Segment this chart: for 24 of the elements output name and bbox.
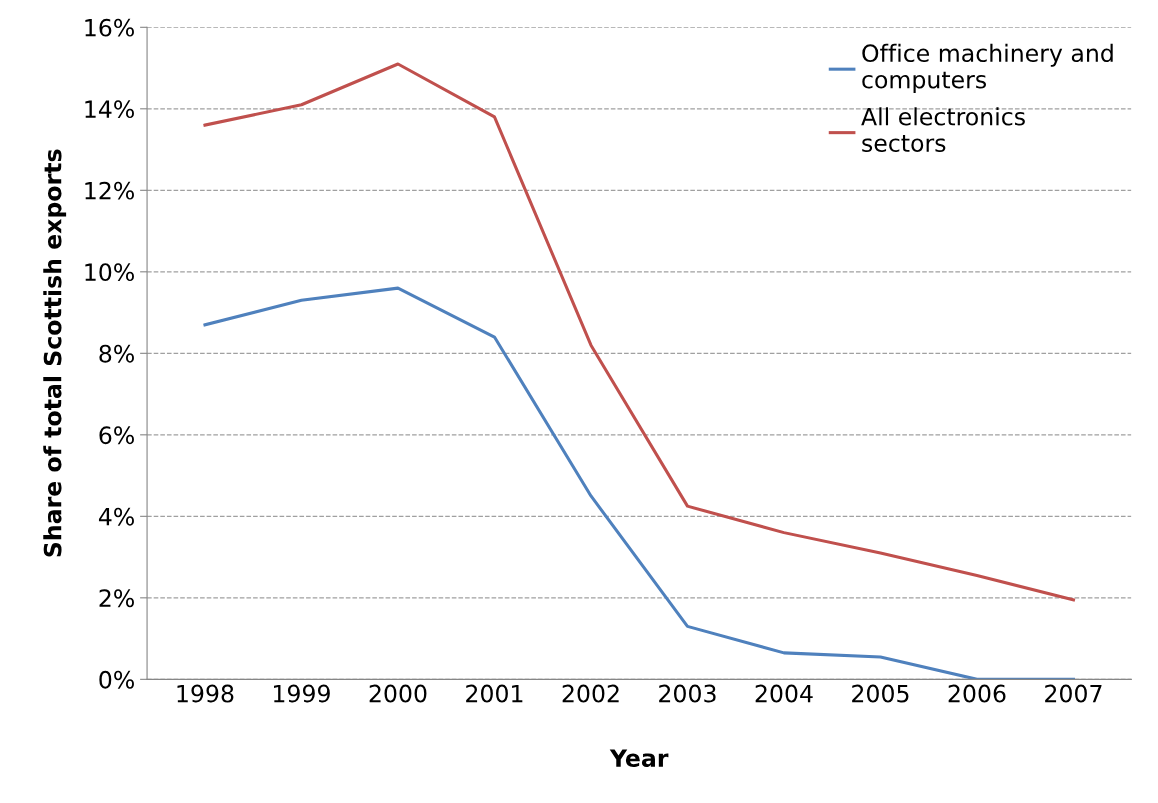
y-tick-label: 10% <box>85 263 134 282</box>
x-tick-label: 2007 <box>1045 684 1102 703</box>
x-tick-label: 2000 <box>369 684 427 703</box>
line-series <box>203 286 1075 680</box>
y-tick-label: 16% <box>85 18 134 37</box>
x-tick-label: 2002 <box>562 684 619 703</box>
y-tick-label: 12% <box>85 181 134 200</box>
y-tick-label: 2% <box>99 589 134 608</box>
x-tick-label: 2005 <box>852 684 909 703</box>
y-tick-label: 14% <box>85 100 134 119</box>
legend-label: All electronics sectors <box>861 107 1025 152</box>
y-tick-label: 8% <box>99 344 134 363</box>
x-tick-label: 2003 <box>659 684 716 703</box>
y-axis-title: Share of total Scottish exports <box>43 149 67 557</box>
y-tick-label: 4% <box>98 507 134 526</box>
x-tick-label: 2004 <box>755 684 813 703</box>
x-tick-label: 1998 <box>177 684 234 703</box>
x-tick-label: 2006 <box>948 684 1006 703</box>
x-tick-label: 1999 <box>274 684 330 703</box>
x-axis-title: Year <box>609 749 669 767</box>
y-tick-label: 6% <box>99 426 134 445</box>
y-tick-label: 0% <box>99 670 134 689</box>
legend-label: Office machinery and computers <box>862 43 1113 94</box>
x-tick-label: 2001 <box>466 684 523 703</box>
